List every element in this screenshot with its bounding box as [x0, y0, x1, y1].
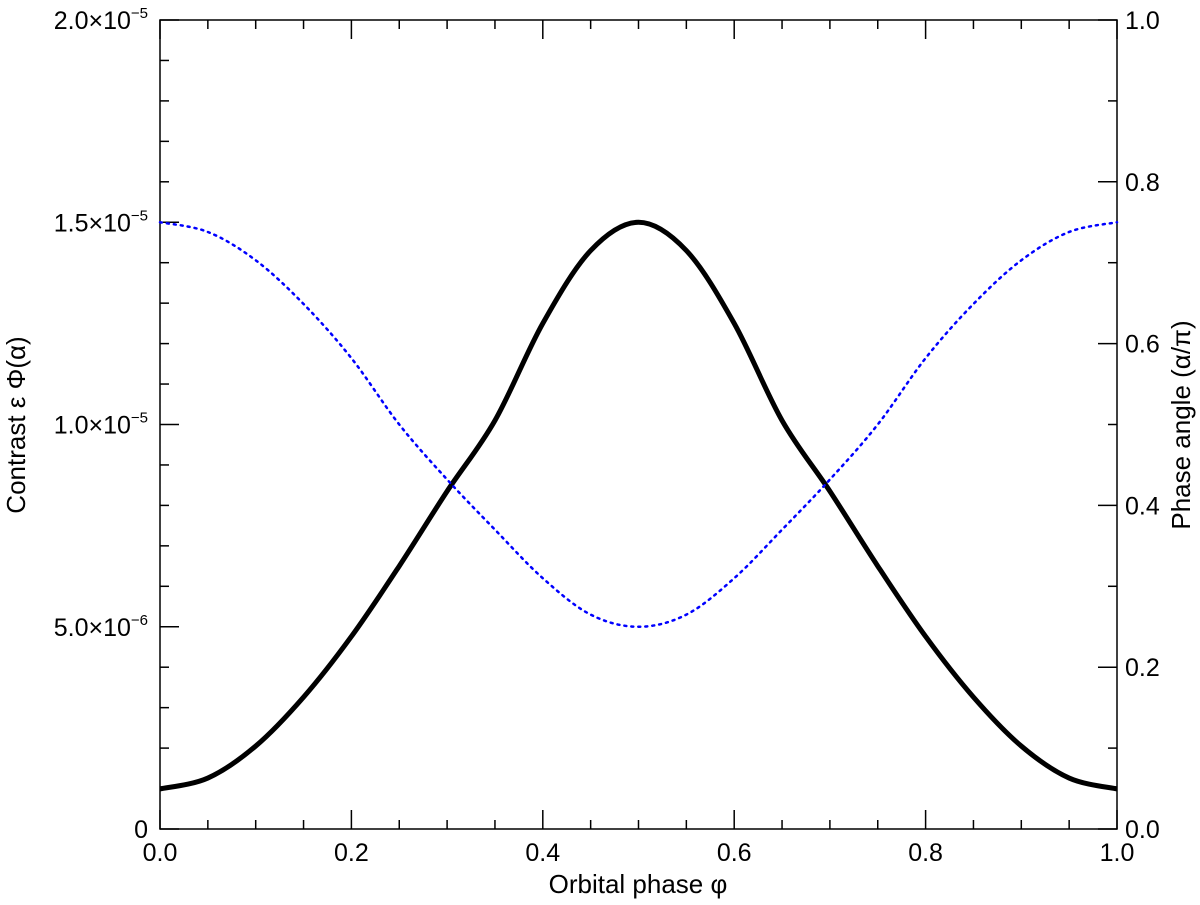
x-tick-label: 0.8 [908, 839, 943, 867]
tick-labels: 0.0 0.2 0.4 0.6 0.8 1.0 0 5.0×10−6 1.0×10−5 1.5×1… [54, 5, 1160, 867]
y-tick-label: 0 [134, 816, 148, 844]
x-tick-label: 0.2 [334, 839, 369, 867]
x-tick-label: 0.0 [143, 839, 178, 867]
axis-ticks [159, 19, 1118, 830]
y-axis-title: Contrast ε Φ(α) [1, 336, 31, 513]
y2-tick-label: 0.0 [1125, 816, 1160, 844]
plot-frame [159, 19, 1118, 830]
y-tick-label: 2.0×10−5 [54, 5, 148, 35]
x-axis-title: Orbital phase φ [549, 869, 728, 899]
y-tick-label: 1.5×10−5 [54, 207, 148, 237]
y2-axis-title: Phase angle (α/π) [1166, 320, 1196, 529]
series-group [158, 219, 1119, 792]
y2-tick-label: 1.0 [1125, 7, 1160, 35]
y2-tick-label: 0.2 [1125, 654, 1160, 682]
phase-angle-series-line [158, 221, 1119, 629]
y-tick-label: 1.0×10−5 [54, 410, 148, 440]
y2-tick-label: 0.8 [1125, 169, 1160, 197]
x-tick-label: 0.6 [717, 839, 752, 867]
y2-tick-label: 0.6 [1125, 331, 1160, 359]
x-tick-label: 1.0 [1100, 839, 1135, 867]
x-tick-label: 0.4 [525, 839, 560, 867]
contrast-series-line [159, 219, 1118, 792]
y-tick-label: 5.0×10−6 [54, 612, 148, 642]
y2-tick-label: 0.4 [1125, 492, 1160, 520]
